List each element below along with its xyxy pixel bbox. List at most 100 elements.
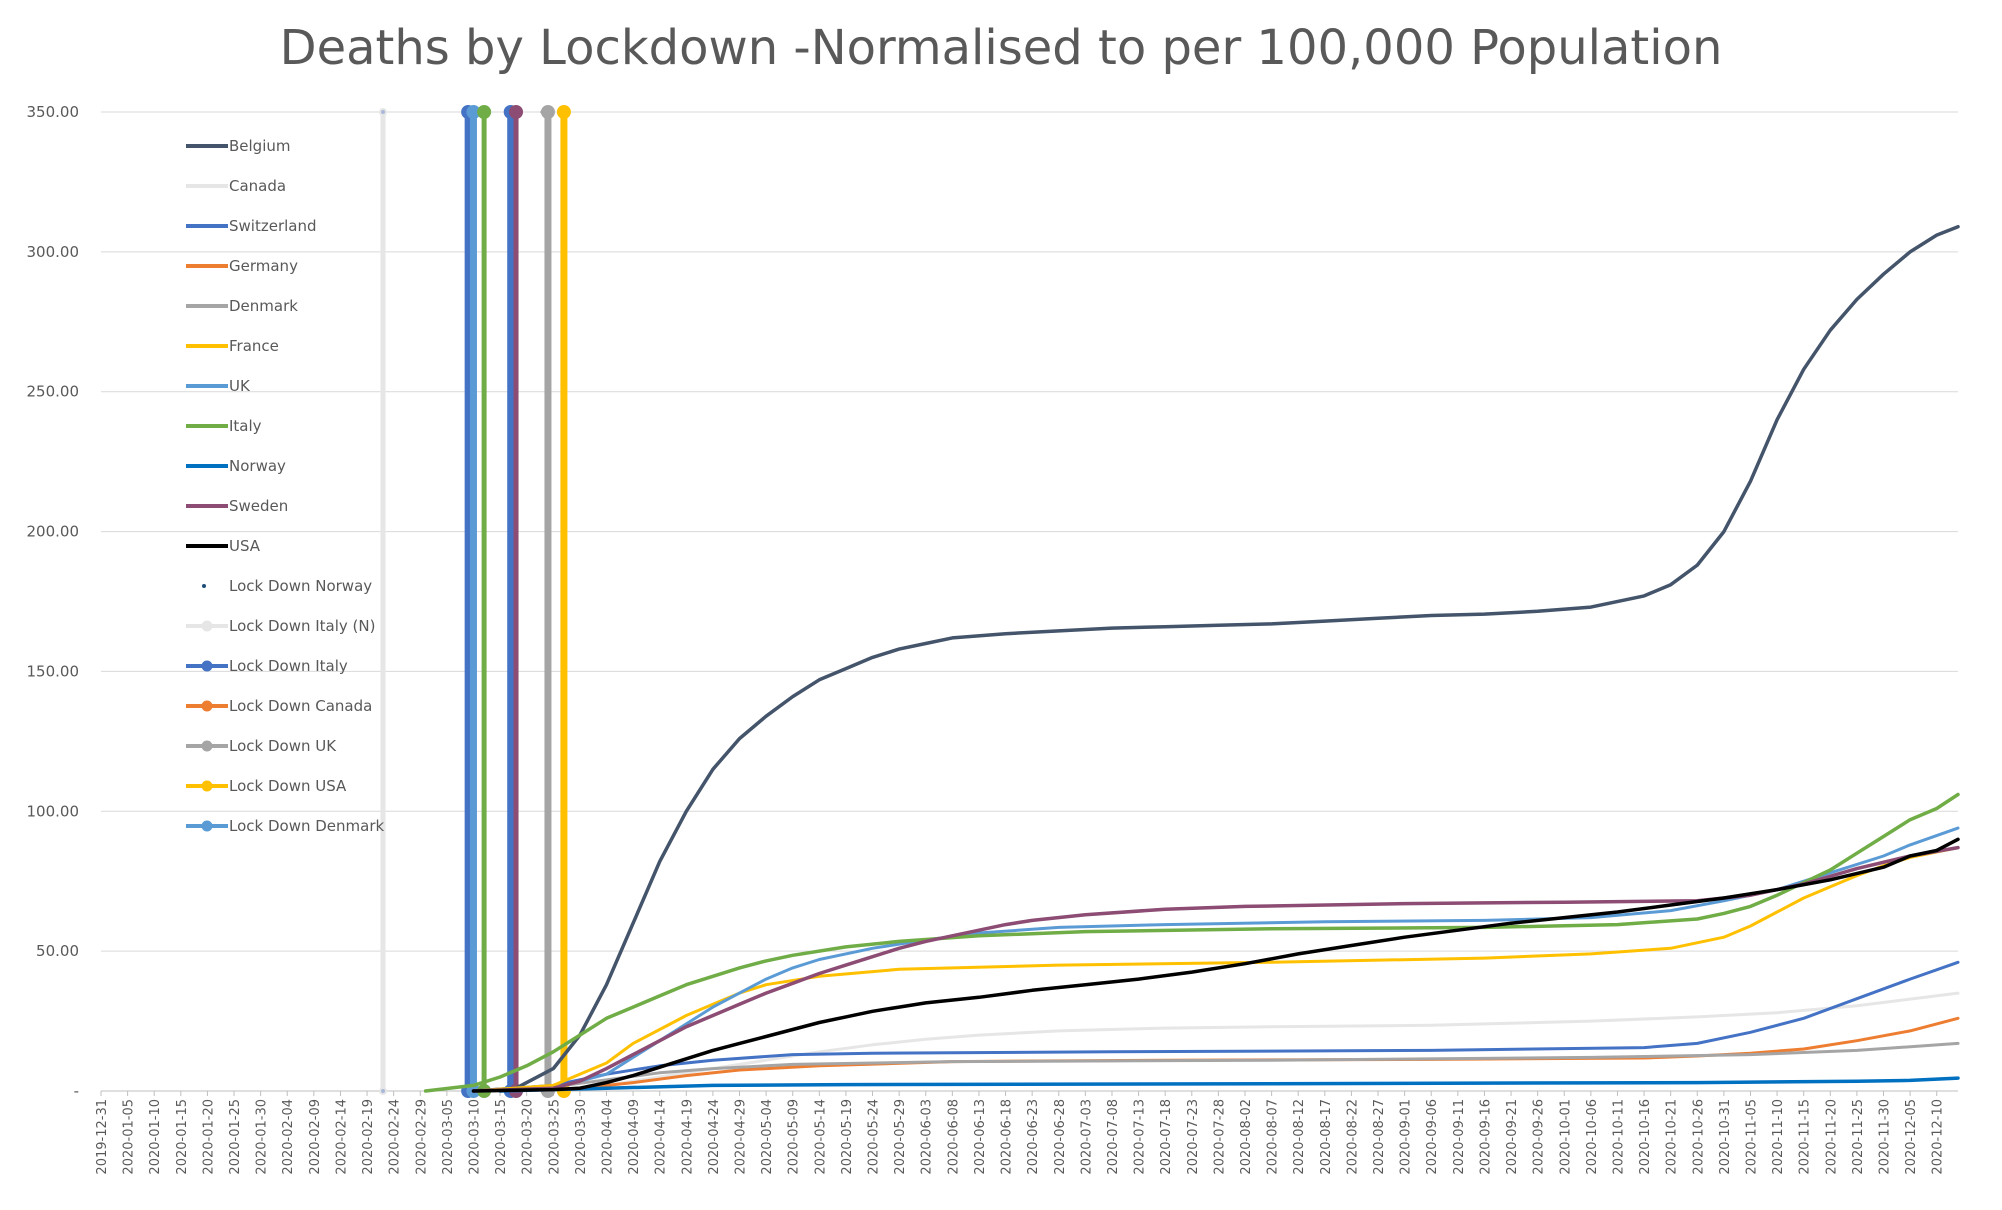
y-tick-label: 150.00	[27, 662, 80, 680]
legend-marker-symbol	[201, 820, 213, 832]
lock-down-usa-line-marker-top	[556, 105, 571, 119]
x-tick-label: 2020-04-29	[734, 1099, 749, 1175]
lock-down-italy-n-line-marker-top	[379, 108, 388, 116]
legend-label: Lock Down Norway	[229, 577, 372, 595]
legend-label: France	[229, 337, 279, 355]
legend-dot-symbol	[202, 584, 206, 588]
gridlines	[101, 111, 1958, 1092]
series-line-belgium	[471, 224, 1960, 1093]
x-tick-label: 2020-11-30	[1878, 1099, 1893, 1175]
legend-label: Sweden	[229, 497, 288, 515]
legend-label: Denmark	[229, 297, 298, 315]
x-tick-label: 2020-04-04	[600, 1099, 615, 1175]
x-tick-label: 2020-11-05	[1744, 1099, 1759, 1175]
x-tick-label: 2020-04-19	[680, 1099, 695, 1175]
legend-label: Italy	[229, 417, 262, 435]
x-tick-label: 2020-07-08	[1106, 1099, 1121, 1175]
legend-label: Belgium	[229, 137, 291, 155]
x-tick-label: 2020-11-25	[1851, 1099, 1866, 1175]
x-tick-label: 2020-03-15	[494, 1099, 509, 1175]
x-tick-label: 2020-06-18	[1000, 1099, 1015, 1175]
legend-label: Lock Down Italy (N)	[229, 617, 375, 635]
x-tick-label: 2020-05-19	[840, 1099, 855, 1175]
x-tick-label: 2020-01-05	[122, 1099, 137, 1175]
lockdown-line-marker-top	[477, 105, 492, 119]
legend-label: Lock Down UK	[229, 737, 337, 755]
y-tick-label: 50.00	[36, 942, 79, 960]
x-tick-label: 2020-01-25	[228, 1099, 243, 1175]
x-tick-label: 2020-05-14	[813, 1099, 828, 1175]
legend-label: Lock Down USA	[229, 777, 347, 795]
x-tick-label: 2020-10-21	[1665, 1099, 1680, 1175]
legend-marker-symbol	[201, 700, 213, 712]
x-tick-label: 2020-03-05	[441, 1099, 456, 1175]
x-tick-label: 2020-02-09	[308, 1099, 323, 1175]
x-tick-label: 2020-03-20	[521, 1099, 536, 1175]
lockdown-lines	[379, 105, 571, 1098]
y-tick-label: 300.00	[27, 243, 80, 261]
x-tick-label: 2020-06-13	[973, 1099, 988, 1175]
x-tick-label: 2020-03-30	[574, 1099, 589, 1175]
x-tick-label: 2020-02-14	[334, 1099, 349, 1175]
legend-label: UK	[229, 377, 251, 395]
y-tick-label: 250.00	[27, 383, 80, 401]
legend-label: Canada	[229, 177, 286, 195]
x-tick-label: 2020-02-29	[414, 1099, 429, 1175]
x-tick-label: 2020-08-12	[1292, 1099, 1307, 1175]
x-tick-label: 2020-04-24	[707, 1099, 722, 1175]
series-line-italy	[423, 792, 1960, 1093]
y-tick-label: 100.00	[27, 802, 80, 820]
lockdown-line-marker-top	[509, 105, 524, 119]
legend: Belgium Canada Switzerland Germany Denmark F…	[186, 137, 384, 835]
x-tick-label: 2020-02-04	[281, 1099, 296, 1175]
x-tick-label: 2020-10-06	[1585, 1099, 1600, 1175]
y-tick-label: 200.00	[27, 523, 80, 541]
x-tick-label: 2020-10-01	[1558, 1099, 1573, 1175]
x-tick-label: 2020-10-26	[1691, 1099, 1706, 1175]
x-tick-label: 2020-05-04	[760, 1099, 775, 1175]
x-tick-label: 2020-07-28	[1212, 1099, 1227, 1175]
x-tick-label: 2020-07-18	[1159, 1099, 1174, 1175]
x-tick-label: 2020-03-25	[547, 1099, 562, 1175]
x-tick-label: 2020-06-08	[946, 1099, 961, 1175]
x-axis-ticks: 2019-12-31 2020-01-05 2020-01-10 2020-01-15…	[95, 1091, 1946, 1175]
x-tick-label: 2020-02-19	[361, 1099, 376, 1175]
legend-label: Lock Down Italy	[229, 657, 348, 675]
x-tick-label: 2020-11-10	[1771, 1099, 1786, 1175]
x-tick-label: 2020-08-22	[1345, 1099, 1360, 1175]
x-tick-label: 2020-10-11	[1611, 1099, 1626, 1175]
x-tick-label: 2020-02-24	[388, 1099, 403, 1175]
y-tick-label: -	[74, 1082, 79, 1100]
series-line-switzerland	[472, 960, 1960, 1093]
series-line-canada	[472, 991, 1960, 1093]
x-tick-label: 2020-09-16	[1478, 1099, 1493, 1175]
x-tick-label: 2020-09-26	[1532, 1099, 1547, 1175]
x-tick-label: 2020-06-28	[1053, 1099, 1068, 1175]
x-tick-label: 2020-07-03	[1079, 1099, 1094, 1175]
x-tick-label: 2020-09-11	[1452, 1099, 1467, 1175]
series-line-usa	[471, 837, 1960, 1093]
x-tick-label: 2020-05-09	[787, 1099, 802, 1175]
x-tick-label: 2020-10-16	[1638, 1099, 1653, 1175]
x-tick-label: 2020-01-15	[175, 1099, 190, 1175]
x-tick-label: 2020-03-10	[467, 1099, 482, 1175]
x-tick-label: 2020-09-06	[1425, 1099, 1440, 1175]
x-tick-label: 2020-08-07	[1266, 1099, 1281, 1175]
x-tick-label: 2020-04-14	[654, 1099, 669, 1175]
legend-label: Lock Down Canada	[229, 697, 372, 715]
x-tick-label: 2020-09-01	[1399, 1099, 1414, 1175]
lock-down-italy-n-line-marker-bottom	[379, 1087, 388, 1095]
y-tick-label: 350.00	[27, 103, 80, 121]
legend-marker-symbol	[201, 740, 213, 752]
x-tick-label: 2020-08-02	[1239, 1099, 1254, 1175]
x-tick-label: 2020-10-31	[1718, 1099, 1733, 1175]
x-tick-label: 2020-08-27	[1372, 1099, 1387, 1175]
x-tick-label: 2020-04-09	[627, 1099, 642, 1175]
chart-title: Deaths by Lockdown -Normalised to per 10…	[279, 20, 1723, 76]
x-tick-label: 2020-01-20	[201, 1099, 216, 1175]
legend-label: USA	[229, 537, 261, 555]
lock-down-uk-line-marker-top	[540, 105, 555, 119]
series-line-denmark	[482, 1041, 1960, 1093]
x-tick-label: 2019-12-31	[95, 1099, 110, 1175]
